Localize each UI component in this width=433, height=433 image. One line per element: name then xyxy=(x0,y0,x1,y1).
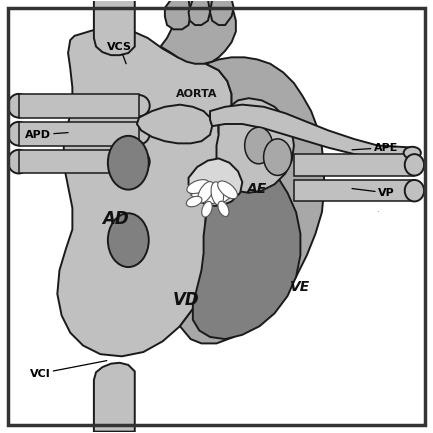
Polygon shape xyxy=(165,0,191,29)
Polygon shape xyxy=(57,29,232,356)
Polygon shape xyxy=(294,154,414,176)
Text: VD: VD xyxy=(173,291,200,310)
Text: APE: APE xyxy=(352,142,398,153)
Text: AD: AD xyxy=(102,210,129,228)
Ellipse shape xyxy=(218,201,229,216)
Polygon shape xyxy=(188,0,210,25)
Ellipse shape xyxy=(245,127,273,164)
Polygon shape xyxy=(210,105,414,158)
Text: .: . xyxy=(376,205,378,214)
Polygon shape xyxy=(180,57,324,343)
Ellipse shape xyxy=(186,196,202,207)
Ellipse shape xyxy=(211,182,223,205)
Ellipse shape xyxy=(405,154,424,176)
Text: APD: APD xyxy=(25,130,68,140)
Polygon shape xyxy=(191,186,234,204)
Polygon shape xyxy=(294,180,414,201)
Polygon shape xyxy=(94,363,135,432)
Ellipse shape xyxy=(202,201,212,217)
Ellipse shape xyxy=(218,181,237,199)
Text: VE: VE xyxy=(290,281,310,294)
Polygon shape xyxy=(137,105,212,143)
Ellipse shape xyxy=(404,147,421,159)
Ellipse shape xyxy=(187,180,210,194)
Polygon shape xyxy=(19,150,139,174)
Polygon shape xyxy=(210,0,234,25)
Text: VCS: VCS xyxy=(107,42,132,64)
Ellipse shape xyxy=(129,95,150,116)
Ellipse shape xyxy=(8,150,29,174)
Polygon shape xyxy=(19,122,139,145)
Ellipse shape xyxy=(264,139,291,175)
Polygon shape xyxy=(216,98,294,193)
Polygon shape xyxy=(94,0,135,55)
Text: AE: AE xyxy=(247,181,268,196)
Polygon shape xyxy=(161,0,236,64)
Polygon shape xyxy=(193,150,301,339)
Ellipse shape xyxy=(108,213,149,267)
Ellipse shape xyxy=(129,123,150,144)
Ellipse shape xyxy=(129,151,150,172)
Ellipse shape xyxy=(405,180,424,201)
Text: VCI: VCI xyxy=(30,361,107,378)
Ellipse shape xyxy=(198,181,213,203)
Ellipse shape xyxy=(8,94,29,117)
Text: VP: VP xyxy=(352,188,394,198)
Ellipse shape xyxy=(8,122,29,145)
Polygon shape xyxy=(19,94,139,117)
Polygon shape xyxy=(188,158,242,206)
Text: AORTA: AORTA xyxy=(176,89,218,99)
Ellipse shape xyxy=(108,136,149,190)
